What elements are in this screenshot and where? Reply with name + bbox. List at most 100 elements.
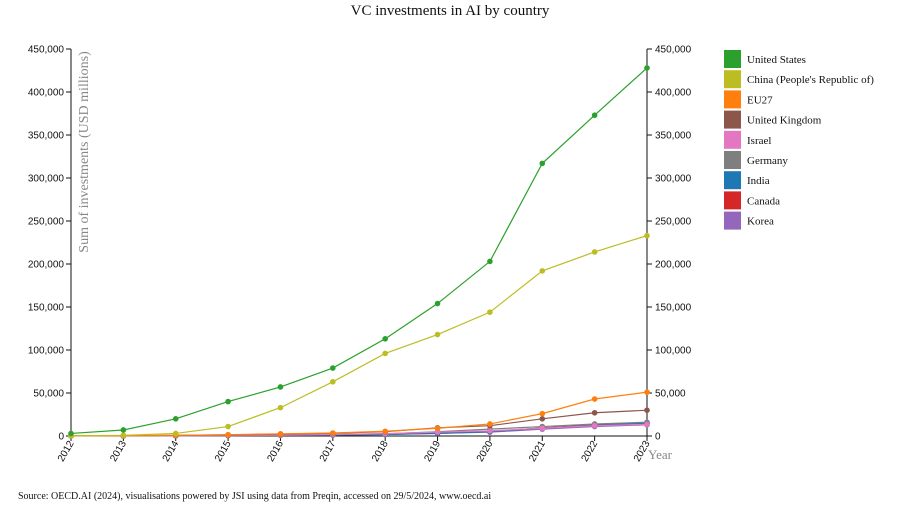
x-tick-label: 2020 [475, 439, 496, 464]
y-tick-label-right: 350,000 [655, 131, 692, 142]
legend-label: Germany [747, 155, 788, 167]
legend-label: United Kingdom [747, 115, 822, 127]
y-tick-label-right: 150,000 [655, 303, 692, 314]
data-point[interactable] [225, 431, 231, 438]
y-tick-label-left: 250,000 [28, 217, 65, 228]
legend[interactable]: United States China (People's Republic of… [724, 50, 874, 230]
data-point[interactable] [644, 407, 650, 414]
legend-item[interactable]: China (People's Republic of) [724, 70, 874, 89]
data-point[interactable] [487, 428, 493, 434]
data-point[interactable] [487, 258, 493, 265]
y-tick-label-right: 0 [655, 432, 661, 443]
legend-item[interactable]: Canada [724, 191, 780, 210]
legend-swatch [724, 151, 741, 169]
data-point[interactable] [591, 396, 598, 402]
data-point[interactable] [591, 409, 598, 416]
data-point[interactable] [539, 416, 546, 422]
y-tick-label-left: 200,000 [28, 260, 65, 271]
data-point[interactable] [68, 430, 74, 437]
series-line [70, 67, 648, 435]
y-tick-label-left: 0 [58, 432, 64, 443]
series-line [70, 235, 648, 437]
y-tick-label-right: 50,000 [655, 389, 686, 400]
y-tick-label-left: 150,000 [28, 303, 65, 314]
data-point[interactable] [434, 331, 441, 338]
data-point[interactable] [120, 427, 127, 433]
legend-item[interactable]: EU27 [724, 90, 773, 109]
y-tick-label-left: 400,000 [28, 88, 65, 99]
legend-swatch [724, 130, 741, 149]
x-tick-label: 2013 [108, 439, 129, 464]
data-point[interactable] [644, 65, 650, 71]
legend-swatch [724, 171, 741, 190]
data-point[interactable] [277, 384, 284, 390]
data-point[interactable] [382, 336, 388, 342]
legend-item[interactable]: Germany [724, 151, 788, 169]
legend-item[interactable]: United States [724, 50, 806, 68]
data-point[interactable] [120, 432, 127, 439]
data-point[interactable] [330, 379, 336, 385]
data-point[interactable] [644, 421, 650, 428]
data-point[interactable] [277, 404, 284, 411]
data-point[interactable] [225, 398, 231, 405]
x-tick-label: 2018 [370, 439, 391, 464]
source-note: Source: OECD.AI (2024), visualisations p… [18, 491, 491, 502]
axes: 0 0 50,000 50,000 100,000 100,000 150,000 150,0… [28, 45, 692, 464]
data-point[interactable] [591, 249, 598, 255]
legend-label: Korea [747, 216, 774, 228]
data-point[interactable] [277, 431, 284, 437]
data-point[interactable] [539, 410, 546, 417]
data-point[interactable] [539, 268, 546, 274]
x-tick-label: 2022 [580, 439, 601, 464]
legend-item[interactable]: Israel [724, 130, 771, 149]
legend-swatch [724, 50, 741, 68]
y-tick-label-left: 100,000 [28, 346, 65, 357]
data-point[interactable] [382, 428, 388, 435]
y-tick-label-left: 350,000 [28, 131, 65, 142]
data-point[interactable] [644, 389, 650, 395]
data-point[interactable] [591, 112, 598, 119]
data-point[interactable] [172, 416, 179, 422]
legend-label: India [747, 175, 770, 187]
y-axis-label: Sum of investments (USD millions) [77, 51, 92, 253]
legend-label: Israel [747, 135, 771, 147]
data-point[interactable] [487, 421, 493, 427]
legend-item[interactable]: Korea [724, 211, 774, 230]
series-line [70, 391, 648, 437]
legend-swatch [724, 90, 741, 109]
legend-label: EU27 [747, 94, 773, 106]
y-tick-label-left: 450,000 [28, 45, 65, 56]
data-point[interactable] [225, 423, 231, 430]
y-tick-label-right: 450,000 [655, 45, 692, 56]
x-tick-label: 2015 [213, 439, 234, 464]
y-tick-label-right: 200,000 [655, 260, 692, 271]
legend-swatch [724, 110, 741, 129]
data-point[interactable] [539, 160, 546, 167]
data-point[interactable] [539, 425, 546, 432]
data-point[interactable] [487, 309, 493, 315]
x-tick-label: 2017 [318, 439, 339, 464]
y-tick-label-right: 100,000 [655, 346, 692, 357]
y-tick-label-left: 50,000 [33, 389, 64, 400]
legend-item[interactable]: India [724, 171, 770, 190]
data-point[interactable] [434, 425, 441, 432]
data-point[interactable] [644, 232, 650, 239]
x-tick-label: 2021 [527, 439, 548, 464]
series-united-states[interactable] [68, 65, 650, 437]
data-point[interactable] [172, 430, 179, 437]
data-point[interactable] [330, 430, 336, 436]
data-point[interactable] [591, 422, 598, 429]
data-point[interactable] [434, 300, 441, 307]
x-tick-label: 2019 [422, 439, 443, 464]
legend-label: Canada [747, 195, 780, 207]
y-tick-label-right: 250,000 [655, 217, 692, 228]
data-point[interactable] [382, 350, 388, 357]
data-point[interactable] [330, 365, 336, 371]
data-point[interactable] [434, 429, 441, 435]
legend-item[interactable]: United Kingdom [724, 110, 822, 129]
legend-swatch [724, 211, 741, 230]
x-axis-label: Year [648, 447, 673, 462]
series-eu27[interactable] [68, 389, 650, 439]
y-tick-label-right: 300,000 [655, 174, 692, 185]
